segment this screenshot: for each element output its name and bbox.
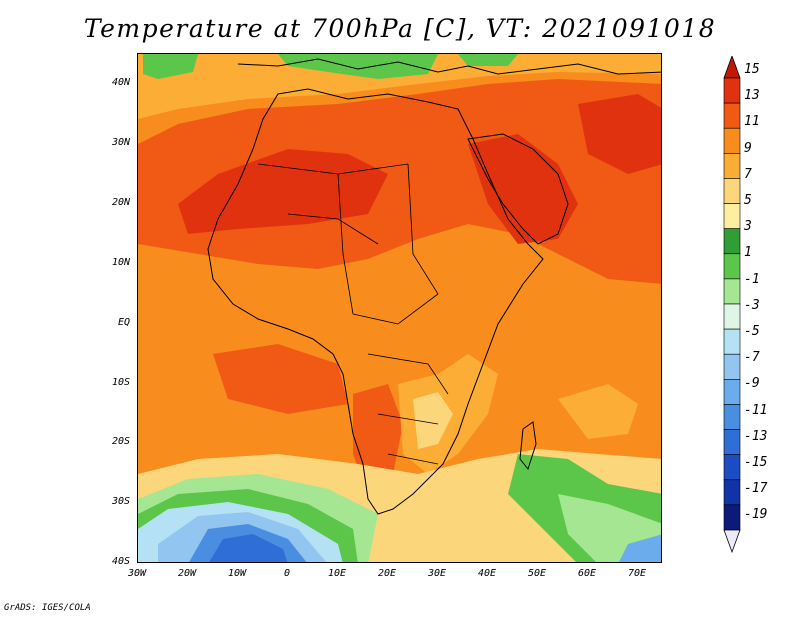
- lat-label-30s: 30S: [111, 496, 130, 507]
- colorbar-label: -5: [744, 324, 760, 339]
- colorbar-segment: [723, 153, 741, 179]
- colorbar-segment: [723, 504, 741, 531]
- colorbar-label: -15: [744, 455, 768, 470]
- colorbar-segment: [723, 303, 741, 330]
- colorbar-segment: [723, 278, 741, 305]
- lat-label-20s: 20S: [111, 436, 130, 447]
- lon-label-30e: 30E: [427, 568, 447, 579]
- colorbar-label: -17: [744, 481, 768, 497]
- lat-label-40s: 40S: [111, 556, 130, 567]
- field-hot-arabia: [468, 134, 578, 244]
- colorbar-segment: [723, 228, 741, 255]
- arabia-coastline: [467, 133, 569, 245]
- colorbar-segment: [723, 178, 741, 204]
- field-south-east-blue: [619, 534, 661, 562]
- colorbar-segment: [723, 454, 741, 481]
- lon-label-70e: 70E: [627, 568, 647, 579]
- europe-coastline: [237, 58, 661, 75]
- colorbar-label: -13: [744, 428, 768, 444]
- colorbar-segment: [723, 429, 741, 455]
- lon-label-30w: 30W: [127, 568, 147, 579]
- colorbar-label: 7: [744, 166, 752, 182]
- colorbar-label: 5: [744, 193, 752, 208]
- colorbar-segment: [723, 203, 741, 229]
- field-light-east: [413, 392, 453, 449]
- field-north-green-west: [143, 54, 198, 79]
- colorbar-label: 9: [744, 140, 752, 156]
- colorbar-label: 1: [744, 245, 752, 261]
- madagascar-coastline: [519, 421, 537, 471]
- colorbar-label: -3: [744, 297, 760, 313]
- colorbar: [723, 56, 741, 554]
- lon-label-10e: 10E: [327, 568, 347, 579]
- colorbar-segment: [723, 127, 741, 154]
- colorbar-segment: [723, 77, 741, 104]
- lat-label-30n: 30N: [111, 137, 130, 148]
- africa-coastline: [207, 88, 544, 515]
- chart-title: Temperature at 700hPa [C], VT: 202109101…: [83, 14, 717, 43]
- colorbar-segment: [723, 479, 741, 506]
- temperature-map: [137, 53, 662, 563]
- lat-label-20n: 20N: [111, 197, 130, 208]
- lon-label-60e: 60E: [577, 568, 597, 579]
- field-north-green-med: [278, 54, 438, 79]
- colorbar-bottom-arrow: [723, 529, 741, 554]
- colorbar-segment: [723, 253, 741, 280]
- colorbar-label: 13: [744, 88, 760, 104]
- colorbar-segment: [723, 404, 741, 430]
- lon-label-10w: 10W: [227, 568, 247, 579]
- lon-label-50e: 50E: [527, 568, 547, 579]
- colorbar-label: -19: [744, 507, 768, 523]
- field-hot-congo: [213, 344, 348, 414]
- colorbar-label: -11: [744, 402, 768, 418]
- lon-label-40e: 40E: [477, 568, 497, 579]
- colorbar-label: 15: [744, 62, 760, 77]
- colorbar-segment: [723, 353, 741, 380]
- lat-label-eq: EQ: [117, 317, 130, 328]
- field-hot-sahara: [178, 149, 388, 234]
- lat-label-10n: 10N: [111, 257, 130, 268]
- lat-label-10s: 10S: [111, 377, 130, 388]
- colorbar-segment: [723, 102, 741, 129]
- lon-label-0: 0: [283, 568, 291, 579]
- lon-label-20e: 20E: [377, 568, 397, 579]
- colorbar-label: 11: [744, 114, 760, 130]
- field-south-blue-dark: [209, 534, 288, 562]
- lon-label-20w: 20W: [177, 568, 197, 579]
- lat-label-40n: 40N: [111, 77, 130, 88]
- colorbar-segment: [723, 379, 741, 405]
- colorbar-label: -9: [744, 376, 760, 392]
- colorbar-segment: [723, 328, 741, 355]
- colorbar-label: -1: [744, 271, 760, 287]
- credit-text: GrADS: IGES/COLA: [4, 603, 91, 613]
- colorbar-label: 3: [744, 219, 752, 235]
- field-north-green-east: [458, 54, 518, 66]
- colorbar-top-arrow: [723, 56, 741, 79]
- colorbar-label: -7: [744, 350, 760, 366]
- country-borders: [257, 163, 449, 465]
- field-hot-iran: [578, 94, 661, 174]
- field-light-ocean: [558, 384, 638, 439]
